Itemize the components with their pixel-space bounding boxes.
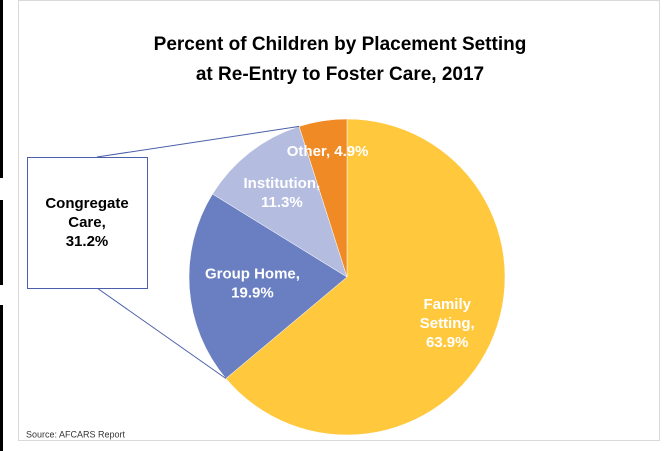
data-label: Other, 4.9% bbox=[287, 143, 369, 160]
callout-line bbox=[96, 287, 227, 379]
data-label: Institution, 11.3% bbox=[244, 175, 321, 211]
pie-slice bbox=[212, 126, 348, 278]
edge-bar bbox=[0, 0, 3, 178]
pie-slice bbox=[298, 118, 348, 278]
edge-bar bbox=[0, 305, 3, 451]
edge-bar bbox=[0, 200, 3, 285]
chart-title: Percent of Children by Placement Setting bbox=[154, 34, 527, 55]
data-label: Group Home, 19.9% bbox=[205, 265, 300, 301]
chart-title: at Re-Entry to Foster Care, 2017 bbox=[196, 64, 484, 85]
pie-slice bbox=[188, 193, 348, 379]
callout-line bbox=[96, 125, 300, 158]
data-label: Family Setting, 63.9% bbox=[420, 296, 475, 351]
callout-box bbox=[27, 157, 148, 289]
annotation: Congregate Care, 31.2% bbox=[45, 195, 128, 250]
source: Source: AFCARS Report bbox=[26, 429, 126, 439]
pie-slice bbox=[225, 118, 506, 436]
